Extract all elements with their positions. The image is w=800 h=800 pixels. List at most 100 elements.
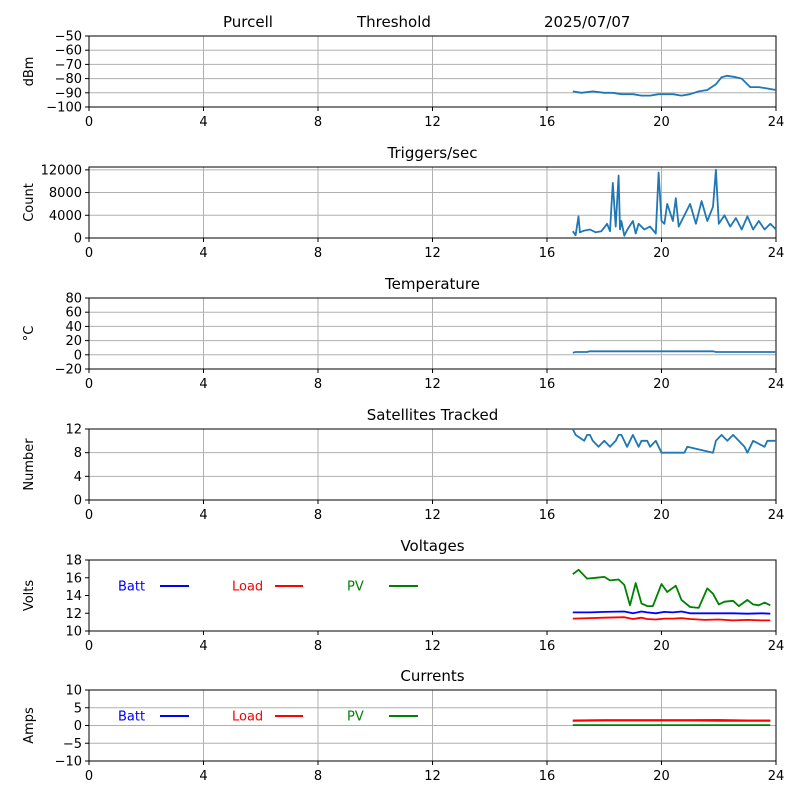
x-tick-label: 12 bbox=[424, 377, 441, 392]
y-tick-label: 12 bbox=[65, 423, 82, 438]
panel-satellites: 0 4 8 12 16 20 24 0 4 8 12 Satellites Tracked Number bbox=[22, 406, 784, 523]
y-tick-label: 10 bbox=[65, 684, 82, 699]
x-tick-label: 16 bbox=[539, 246, 556, 261]
x-tick-label: 24 bbox=[768, 377, 785, 392]
header-site: Purcell bbox=[223, 13, 273, 31]
y-tick-label: 12000 bbox=[41, 163, 82, 178]
y-tick-label: 16 bbox=[65, 571, 82, 586]
y-tick-label: 0 bbox=[74, 232, 82, 247]
x-tick-label: 12 bbox=[424, 115, 441, 130]
x-tick-label: 16 bbox=[539, 377, 556, 392]
x-tick-label: 4 bbox=[199, 769, 207, 784]
y-tick-label: 0 bbox=[74, 494, 82, 509]
y-tick-label: 5 bbox=[74, 701, 82, 716]
legend-label-pv: PV bbox=[347, 580, 364, 595]
y-tick-label: −60 bbox=[55, 44, 82, 59]
x-tick-label: 16 bbox=[539, 115, 556, 130]
y-axis-label: dBm bbox=[22, 57, 37, 87]
header-mode: Threshold bbox=[356, 13, 431, 31]
x-tick-label: 8 bbox=[314, 508, 322, 523]
series-line bbox=[572, 168, 777, 237]
series-line-pv bbox=[572, 568, 771, 609]
x-tick-label: 4 bbox=[199, 377, 207, 392]
y-tick-label: −70 bbox=[55, 58, 82, 73]
series-line-load bbox=[572, 616, 771, 622]
legend-label-load: Load bbox=[232, 580, 263, 595]
x-tick-label: 16 bbox=[539, 508, 556, 523]
x-tick-label: 0 bbox=[85, 639, 93, 654]
x-tick-label: 20 bbox=[653, 246, 670, 261]
y-tick-label: 0 bbox=[74, 348, 82, 363]
series-line bbox=[571, 428, 776, 454]
legend-label-pv: PV bbox=[347, 710, 364, 725]
x-tick-label: 20 bbox=[653, 639, 670, 654]
x-tick-label: 8 bbox=[314, 115, 322, 130]
x-tick-label: 24 bbox=[768, 769, 785, 784]
y-axis-label: Number bbox=[22, 438, 37, 491]
y-axis-label: Amps bbox=[22, 707, 37, 744]
y-tick-label: 8000 bbox=[49, 186, 82, 201]
y-tick-label: 80 bbox=[65, 292, 82, 307]
series-line bbox=[572, 74, 777, 97]
panel-title: Temperature bbox=[384, 275, 480, 293]
y-tick-label: −50 bbox=[55, 30, 82, 45]
y-tick-label: −10 bbox=[55, 755, 82, 770]
legend-label-load: Load bbox=[232, 710, 263, 725]
x-tick-label: 8 bbox=[314, 246, 322, 261]
y-axis-label: °C bbox=[22, 326, 37, 342]
panel-triggers: 0 4 8 12 16 20 24 0 4000 8000 12000 Triggers/sec Cou… bbox=[22, 144, 784, 261]
panel-voltages: 0 4 8 12 16 20 24 10 12 14 16 18 Voltages Volts Batt Lo… bbox=[22, 537, 784, 654]
y-tick-label: 10 bbox=[65, 625, 82, 640]
x-tick-label: 16 bbox=[539, 639, 556, 654]
y-tick-label: 4 bbox=[74, 470, 82, 485]
panel-signal: 0 4 8 12 16 20 24 −50−60−70−80−90−100 dBm bbox=[22, 30, 784, 131]
series-line bbox=[572, 350, 776, 354]
x-tick-label: 12 bbox=[424, 246, 441, 261]
x-tick-label: 0 bbox=[85, 115, 93, 130]
x-tick-label: 20 bbox=[653, 769, 670, 784]
x-tick-label: 16 bbox=[539, 769, 556, 784]
x-tick-label: 4 bbox=[199, 508, 207, 523]
y-tick-label: 4000 bbox=[49, 209, 82, 224]
x-tick-label: 8 bbox=[314, 769, 322, 784]
x-tick-label: 20 bbox=[653, 377, 670, 392]
y-tick-label: −5 bbox=[63, 737, 82, 752]
x-tick-label: 24 bbox=[768, 115, 785, 130]
x-tick-label: 0 bbox=[85, 769, 93, 784]
series-line-batt bbox=[572, 610, 771, 615]
x-tick-label: 20 bbox=[653, 115, 670, 130]
y-tick-label: −90 bbox=[55, 86, 82, 101]
panel-title: Satellites Tracked bbox=[367, 406, 498, 424]
panel-currents: 0 4 8 12 16 20 24 −10 −5 0 5 10 Currents Amps Batt Load… bbox=[22, 667, 784, 784]
y-tick-label: 0 bbox=[74, 719, 82, 734]
x-tick-label: 24 bbox=[768, 246, 785, 261]
x-tick-label: 4 bbox=[199, 115, 207, 130]
y-axis-label: Count bbox=[22, 183, 37, 222]
y-tick-label: 20 bbox=[65, 334, 82, 349]
x-tick-label: 24 bbox=[768, 639, 785, 654]
y-tick-label: 12 bbox=[65, 607, 82, 622]
x-tick-label: 12 bbox=[424, 508, 441, 523]
panel-title: Voltages bbox=[400, 537, 464, 555]
panel-title: Currents bbox=[400, 667, 464, 685]
y-tick-label: 40 bbox=[65, 320, 82, 335]
y-tick-label: −100 bbox=[46, 101, 82, 116]
x-tick-label: 12 bbox=[424, 769, 441, 784]
y-tick-label: 60 bbox=[65, 306, 82, 321]
legend-label-batt: Batt bbox=[118, 580, 145, 595]
y-tick-label: 8 bbox=[74, 446, 82, 461]
x-tick-label: 0 bbox=[85, 246, 93, 261]
y-tick-label: 18 bbox=[65, 554, 82, 569]
x-tick-label: 20 bbox=[653, 508, 670, 523]
x-tick-label: 0 bbox=[85, 377, 93, 392]
x-tick-label: 8 bbox=[314, 639, 322, 654]
y-axis-label: Volts bbox=[22, 580, 37, 612]
x-tick-label: 0 bbox=[85, 508, 93, 523]
y-tick-label: −80 bbox=[55, 72, 82, 87]
x-tick-label: 4 bbox=[199, 639, 207, 654]
x-tick-label: 4 bbox=[199, 246, 207, 261]
x-tick-label: 24 bbox=[768, 508, 785, 523]
